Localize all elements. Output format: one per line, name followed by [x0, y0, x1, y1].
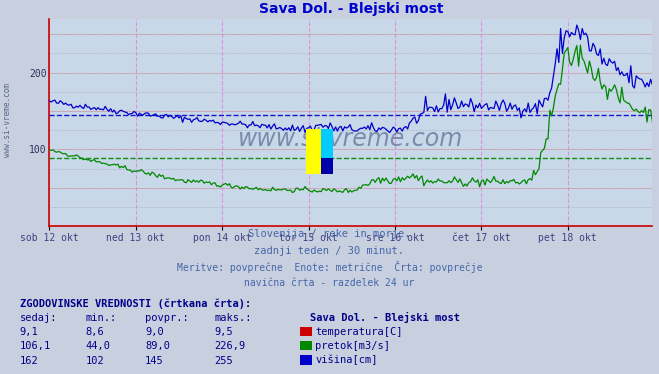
Bar — [321, 129, 333, 159]
Bar — [321, 159, 333, 174]
Text: 162: 162 — [20, 356, 38, 365]
Text: maks.:: maks.: — [214, 313, 252, 323]
Text: Meritve: povprečne  Enote: metrične  Črta: povprečje: Meritve: povprečne Enote: metrične Črta:… — [177, 261, 482, 273]
Text: zadnji teden / 30 minut.: zadnji teden / 30 minut. — [254, 246, 405, 256]
Text: www.si-vreme.com: www.si-vreme.com — [239, 127, 463, 151]
Text: povpr.:: povpr.: — [145, 313, 188, 323]
Text: min.:: min.: — [86, 313, 117, 323]
Text: 9,1: 9,1 — [20, 327, 38, 337]
Text: 226,9: 226,9 — [214, 341, 245, 351]
Text: ZGODOVINSKE VREDNOSTI (črtkana črta):: ZGODOVINSKE VREDNOSTI (črtkana črta): — [20, 298, 251, 309]
Text: višina[cm]: višina[cm] — [315, 355, 378, 365]
Text: Slovenija / reke in morje.: Slovenija / reke in morje. — [248, 230, 411, 239]
Bar — [306, 129, 321, 174]
Text: 9,5: 9,5 — [214, 327, 233, 337]
Text: 255: 255 — [214, 356, 233, 365]
Text: 44,0: 44,0 — [86, 341, 111, 351]
Text: www.si-vreme.com: www.si-vreme.com — [3, 83, 13, 157]
Title: Sava Dol. - Blejski most: Sava Dol. - Blejski most — [259, 2, 443, 16]
Text: 106,1: 106,1 — [20, 341, 51, 351]
Text: 89,0: 89,0 — [145, 341, 170, 351]
Text: 102: 102 — [86, 356, 104, 365]
Text: navična črta - razdelek 24 ur: navična črta - razdelek 24 ur — [244, 278, 415, 288]
Text: pretok[m3/s]: pretok[m3/s] — [315, 341, 390, 351]
Text: Sava Dol. - Blejski most: Sava Dol. - Blejski most — [310, 312, 460, 323]
Text: sedaj:: sedaj: — [20, 313, 57, 323]
Text: 145: 145 — [145, 356, 163, 365]
Text: temperatura[C]: temperatura[C] — [315, 327, 403, 337]
Text: 9,0: 9,0 — [145, 327, 163, 337]
Text: 8,6: 8,6 — [86, 327, 104, 337]
